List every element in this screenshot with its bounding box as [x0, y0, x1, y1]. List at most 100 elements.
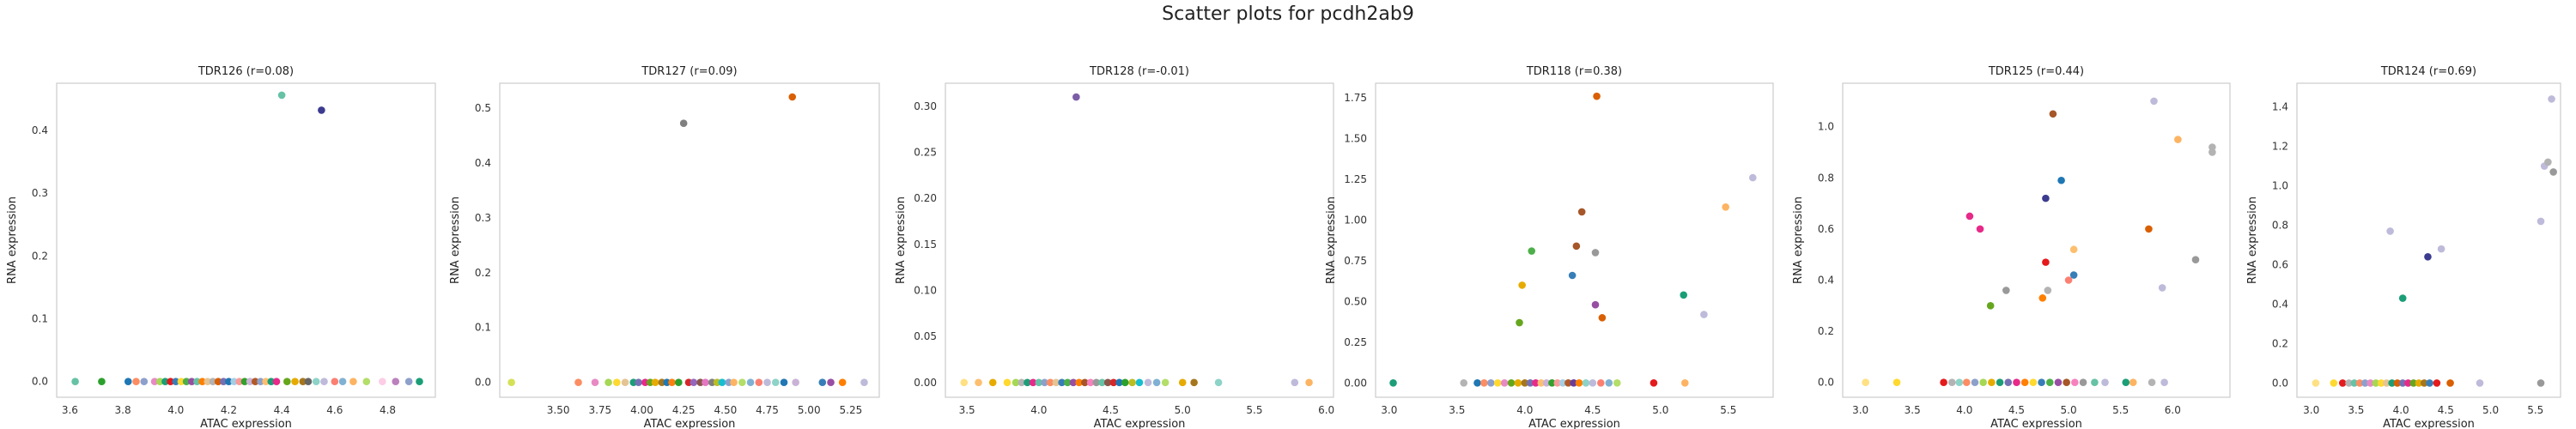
scatter-point [1589, 378, 1597, 387]
scatter-point [1532, 378, 1540, 387]
scatter-point [1190, 378, 1198, 387]
scatter-point [98, 378, 106, 386]
x-tick-label: 5.0 [1652, 404, 1668, 416]
scatter-point [2338, 379, 2347, 387]
scatter-point [755, 378, 763, 387]
scatter-point [1128, 378, 1136, 387]
scatter-point [2420, 379, 2428, 387]
scatter-point [1144, 378, 1152, 387]
scatter-point [2398, 379, 2407, 387]
y-tick-label: 1.25 [1344, 173, 1367, 185]
scatter-point [1548, 378, 1556, 387]
scatter-point [1700, 311, 1708, 318]
subplot-title: TDR126 (r=0.08) [197, 65, 294, 78]
scatter-point [2537, 379, 2545, 387]
scatter-point [738, 378, 746, 387]
y-tick-label: 1.4 [2272, 101, 2288, 113]
scatter-point [612, 378, 621, 387]
subplot-title: TDR118 (r=0.38) [1526, 65, 1622, 78]
x-axis-label: ATAC expression [200, 418, 292, 429]
scatter-point [1152, 378, 1161, 387]
scatter-point [172, 378, 180, 386]
scatter-point [690, 378, 698, 387]
x-tick-label: 5.0 [2061, 404, 2077, 416]
x-axis-label: ATAC expression [1094, 418, 1186, 429]
scatter-point [1986, 301, 1995, 310]
scatter-point [1962, 378, 1971, 387]
scatter-point [1597, 378, 1605, 387]
scatter-point [2548, 95, 2555, 103]
x-tick-label: 4.2 [221, 404, 237, 416]
scatter-point [1577, 208, 1586, 216]
scatter-point [2038, 378, 2045, 387]
x-tick-label: 5.00 [798, 404, 821, 416]
scatter-point [2148, 378, 2156, 387]
scatter-point [2122, 378, 2130, 387]
scatter-point [2433, 379, 2441, 387]
scatter-point [1135, 378, 1144, 387]
scatter-point [1109, 378, 1118, 387]
y-tick-label: 0.2 [32, 250, 48, 262]
y-axis-label: RNA expression [449, 196, 462, 284]
scatter-point [1389, 378, 1397, 387]
scatter-point [2544, 158, 2552, 166]
x-tick-label: 5.5 [2112, 404, 2129, 416]
scatter-point [2350, 379, 2359, 387]
x-tick-label: 4.0 [167, 404, 184, 416]
y-tick-label: 0.4 [475, 157, 491, 169]
scatter-point [975, 378, 982, 387]
scatter-point [2424, 253, 2432, 261]
scatter-point [1473, 378, 1481, 387]
scatter-point [860, 378, 868, 387]
scatter-point [1521, 378, 1529, 387]
scatter-point [2398, 294, 2407, 302]
scatter-point [1041, 378, 1048, 387]
scatter-point [2057, 176, 2065, 184]
x-tick-label: 3.6 [62, 404, 78, 416]
scatter-point [2372, 379, 2380, 387]
scatter-point [1893, 378, 1901, 387]
scatter-point [1613, 378, 1621, 387]
scatter-point [1487, 378, 1495, 387]
scatter-point [304, 378, 313, 386]
scatter-point [1591, 300, 1600, 309]
scatter-point [679, 119, 688, 128]
y-axis-label: RNA expression [1792, 196, 1805, 284]
scatter-point [668, 378, 676, 387]
subplot-title: TDR125 (r=0.44) [1988, 65, 2084, 78]
scatter-point [635, 378, 642, 387]
scatter-point [2355, 379, 2364, 387]
scatter-point [1046, 378, 1054, 387]
scatter-point [2004, 378, 2013, 387]
scatter-point [621, 378, 629, 387]
scatter-point [182, 378, 191, 386]
x-tick-label: 4.0 [1516, 404, 1533, 416]
y-tick-label: 0.4 [2272, 298, 2288, 310]
subplot-title: TDR124 (r=0.69) [2380, 65, 2476, 78]
scatter-point [763, 378, 771, 387]
scatter-point [574, 378, 582, 387]
scatter-point [2549, 168, 2557, 176]
y-tick-label: 0.0 [2272, 377, 2288, 389]
scatter-point [1516, 318, 1523, 327]
y-axis-label: RNA expression [2246, 196, 2259, 284]
y-tick-label: 0.00 [1344, 377, 1367, 389]
y-tick-label: 0.25 [1344, 336, 1367, 348]
x-tick-label: 4.6 [326, 404, 343, 416]
scatter-point [988, 378, 997, 387]
scatter-point [2383, 379, 2391, 387]
scatter-point [161, 378, 169, 386]
scatter-point [2145, 225, 2153, 233]
x-tick-label: 4.75 [756, 404, 779, 416]
scatter-point [1680, 291, 1688, 299]
y-tick-label: 0.50 [1344, 295, 1367, 307]
scatter-point [792, 378, 799, 387]
scatter-point [1965, 212, 1974, 221]
scatter-point [788, 93, 797, 101]
plot-frame [1842, 82, 2231, 398]
scatter-point [2476, 379, 2484, 387]
x-tick-label: 4.5 [2438, 404, 2454, 416]
subplot-5: TDR125 (r=0.44) 3.0 3.5 4.0 4.5 5.0 5.5 6.0 0.0 0… [1792, 65, 2231, 429]
scatter-point [2191, 256, 2200, 263]
